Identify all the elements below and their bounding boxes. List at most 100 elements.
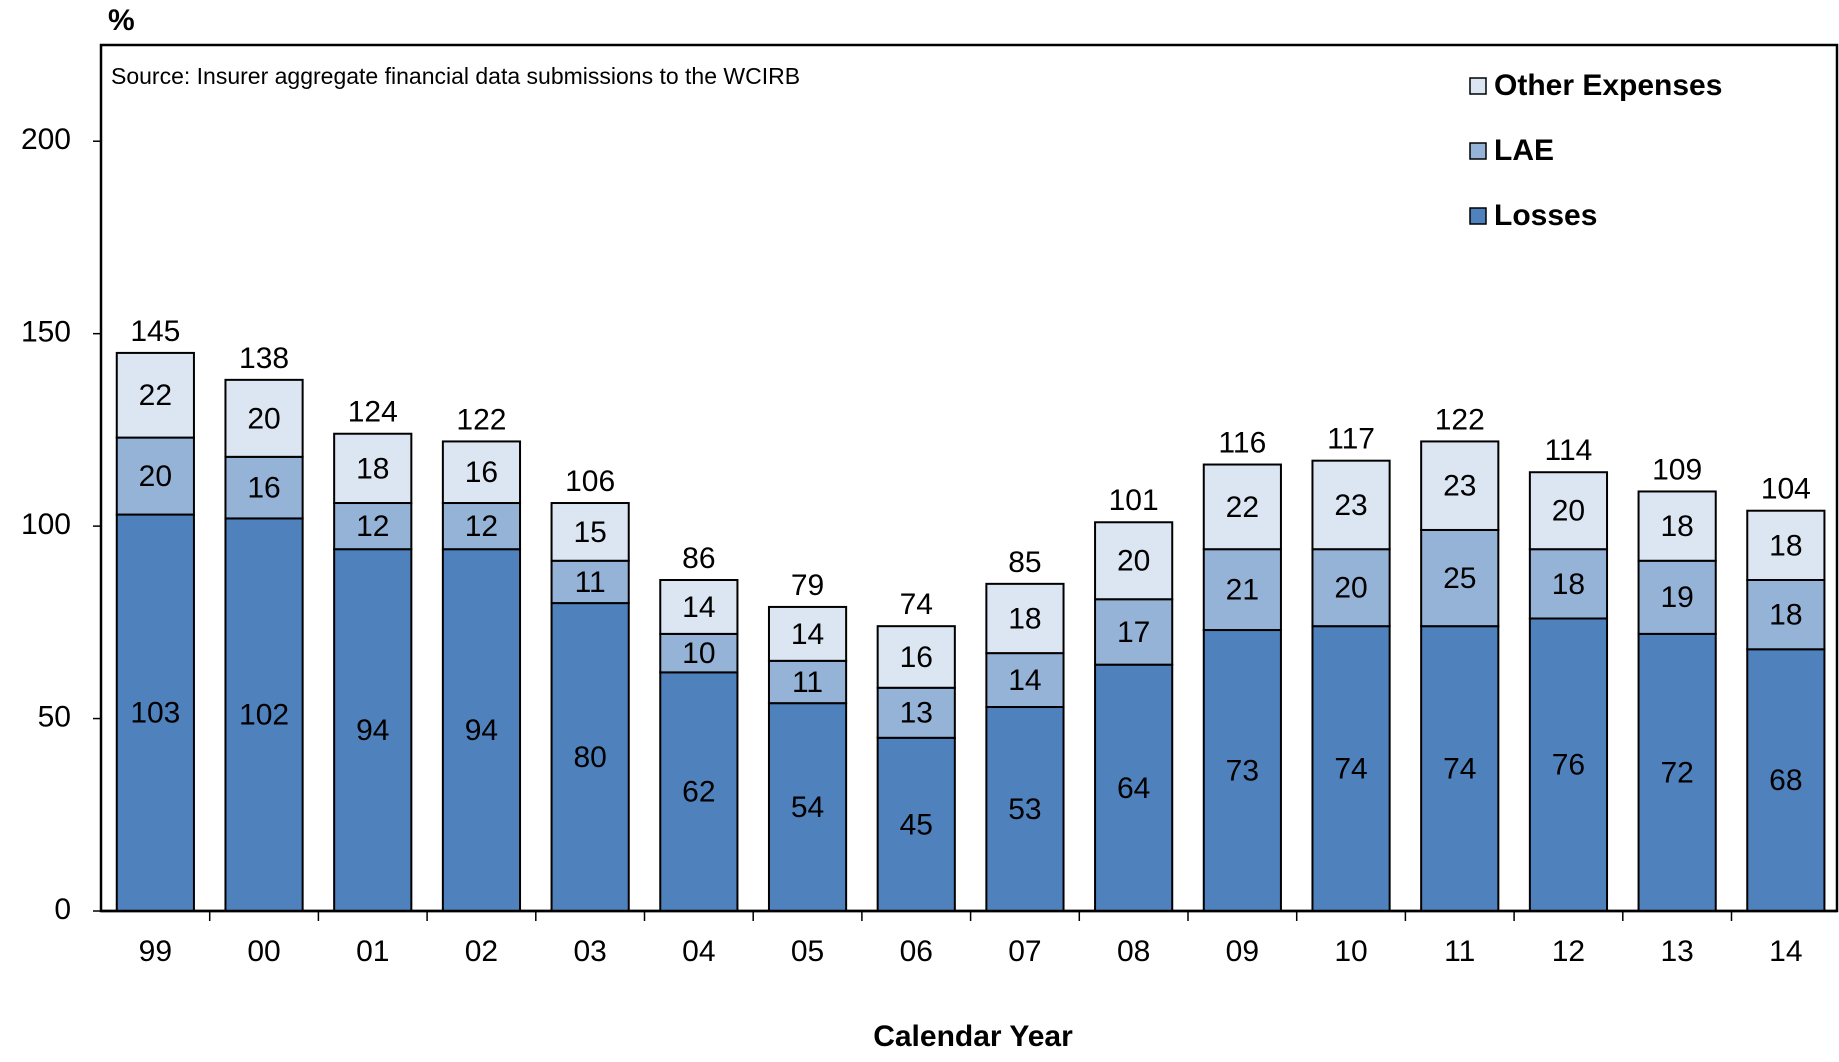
bar-segment bbox=[1094, 598, 1174, 666]
data-label: 17 bbox=[1117, 616, 1150, 649]
bar-segment bbox=[1311, 625, 1391, 913]
data-label: 18 bbox=[356, 452, 389, 485]
bar-segment bbox=[1746, 509, 1826, 581]
bar-segment bbox=[1637, 632, 1717, 912]
bar-segment bbox=[659, 671, 739, 912]
data-label: 20 bbox=[1334, 572, 1367, 605]
data-label: 22 bbox=[1226, 491, 1259, 524]
x-tick-label: 03 bbox=[573, 935, 606, 968]
data-label: 21 bbox=[1226, 574, 1259, 607]
x-tick-label: 02 bbox=[465, 935, 498, 968]
data-label: 11 bbox=[575, 566, 606, 599]
data-label: 62 bbox=[682, 776, 715, 809]
bar-segment bbox=[1637, 490, 1717, 562]
bar-segment bbox=[767, 605, 848, 662]
bar-segment bbox=[1311, 548, 1391, 628]
total-label: 124 bbox=[348, 396, 398, 429]
bar-segment bbox=[115, 351, 195, 439]
y-tick-label: 100 bbox=[21, 508, 71, 541]
data-label: 73 bbox=[1226, 754, 1259, 787]
bar-segment bbox=[1420, 625, 1500, 913]
x-tick-label: 09 bbox=[1226, 935, 1259, 968]
x-tick-label: 14 bbox=[1769, 935, 1802, 968]
legend-swatch bbox=[1469, 77, 1487, 95]
data-label: 13 bbox=[900, 697, 933, 730]
total-label: 85 bbox=[1008, 546, 1041, 579]
bar-segment bbox=[441, 440, 522, 505]
source-note: Source: Insurer aggregate financial data… bbox=[111, 63, 800, 89]
bar-segment bbox=[224, 378, 304, 458]
total-label: 122 bbox=[456, 403, 506, 436]
x-tick-label: 07 bbox=[1008, 935, 1041, 968]
y-tick-label: 200 bbox=[21, 123, 71, 156]
total-label: 86 bbox=[682, 542, 715, 575]
total-label: 79 bbox=[791, 569, 824, 602]
data-label: 94 bbox=[356, 714, 389, 747]
data-label: 72 bbox=[1660, 756, 1693, 789]
bar-segment bbox=[224, 517, 304, 912]
legend-label: Losses bbox=[1494, 199, 1597, 232]
data-label: 14 bbox=[791, 618, 824, 651]
x-tick-label: 11 bbox=[1444, 935, 1475, 968]
x-tick-label: 06 bbox=[900, 935, 933, 968]
x-tick-label: 01 bbox=[356, 935, 389, 968]
total-label: 101 bbox=[1109, 484, 1159, 517]
data-label: 102 bbox=[239, 699, 289, 732]
bar-segment bbox=[1420, 528, 1500, 628]
data-label: 18 bbox=[1769, 599, 1802, 632]
bar-segment bbox=[659, 578, 739, 635]
bar-segment bbox=[550, 602, 630, 912]
total-label: 74 bbox=[900, 588, 933, 621]
data-label: 76 bbox=[1552, 749, 1585, 782]
data-label: 53 bbox=[1008, 793, 1041, 826]
bar-segment bbox=[550, 559, 630, 605]
y-tick-label: 0 bbox=[54, 893, 71, 926]
bar-segment bbox=[333, 432, 413, 505]
total-label: 122 bbox=[1435, 403, 1485, 436]
data-label: 12 bbox=[356, 510, 389, 543]
total-label: 117 bbox=[1327, 423, 1375, 456]
bar-segment bbox=[985, 652, 1065, 709]
legend-swatch bbox=[1469, 207, 1487, 225]
bar-segment bbox=[1202, 463, 1282, 551]
data-label: 10 bbox=[682, 637, 715, 670]
data-label: 14 bbox=[682, 591, 715, 624]
total-label: 145 bbox=[130, 315, 180, 348]
x-tick-label: 10 bbox=[1334, 935, 1367, 968]
bar-segment bbox=[333, 502, 413, 551]
bar-segment bbox=[659, 632, 739, 674]
bar-segment bbox=[115, 436, 195, 516]
data-label: 18 bbox=[1660, 510, 1693, 543]
x-tick-label: 99 bbox=[139, 935, 172, 968]
bar-segment bbox=[441, 548, 522, 913]
data-label: 16 bbox=[247, 472, 280, 505]
x-tick-label: 08 bbox=[1117, 935, 1150, 968]
data-label: 68 bbox=[1769, 764, 1802, 797]
data-label: 12 bbox=[465, 510, 498, 543]
bar-segment bbox=[1637, 559, 1717, 635]
total-label: 106 bbox=[565, 465, 615, 498]
data-label: 16 bbox=[900, 641, 933, 674]
data-label: 18 bbox=[1008, 602, 1041, 635]
bar-segment bbox=[876, 625, 956, 689]
bar-segment bbox=[1094, 521, 1174, 601]
y-tick-label: 50 bbox=[38, 700, 71, 733]
bar-segment bbox=[550, 502, 630, 562]
x-tick-label: 13 bbox=[1660, 935, 1693, 968]
data-label: 23 bbox=[1443, 470, 1476, 503]
data-label: 20 bbox=[1552, 495, 1585, 528]
bar-segment bbox=[767, 659, 848, 705]
data-label: 20 bbox=[1117, 545, 1150, 578]
data-label: 14 bbox=[1008, 664, 1041, 697]
total-label: 114 bbox=[1545, 434, 1593, 467]
bar-segment bbox=[1420, 440, 1500, 531]
bar-segment bbox=[1528, 617, 1609, 912]
bar-segment bbox=[767, 702, 848, 912]
data-label: 94 bbox=[465, 714, 498, 747]
y-tick-label: 150 bbox=[21, 316, 71, 349]
data-label: 74 bbox=[1334, 753, 1367, 786]
legend-label: LAE bbox=[1494, 134, 1554, 167]
x-tick-label: 00 bbox=[247, 935, 280, 968]
data-label: 54 bbox=[791, 791, 824, 824]
